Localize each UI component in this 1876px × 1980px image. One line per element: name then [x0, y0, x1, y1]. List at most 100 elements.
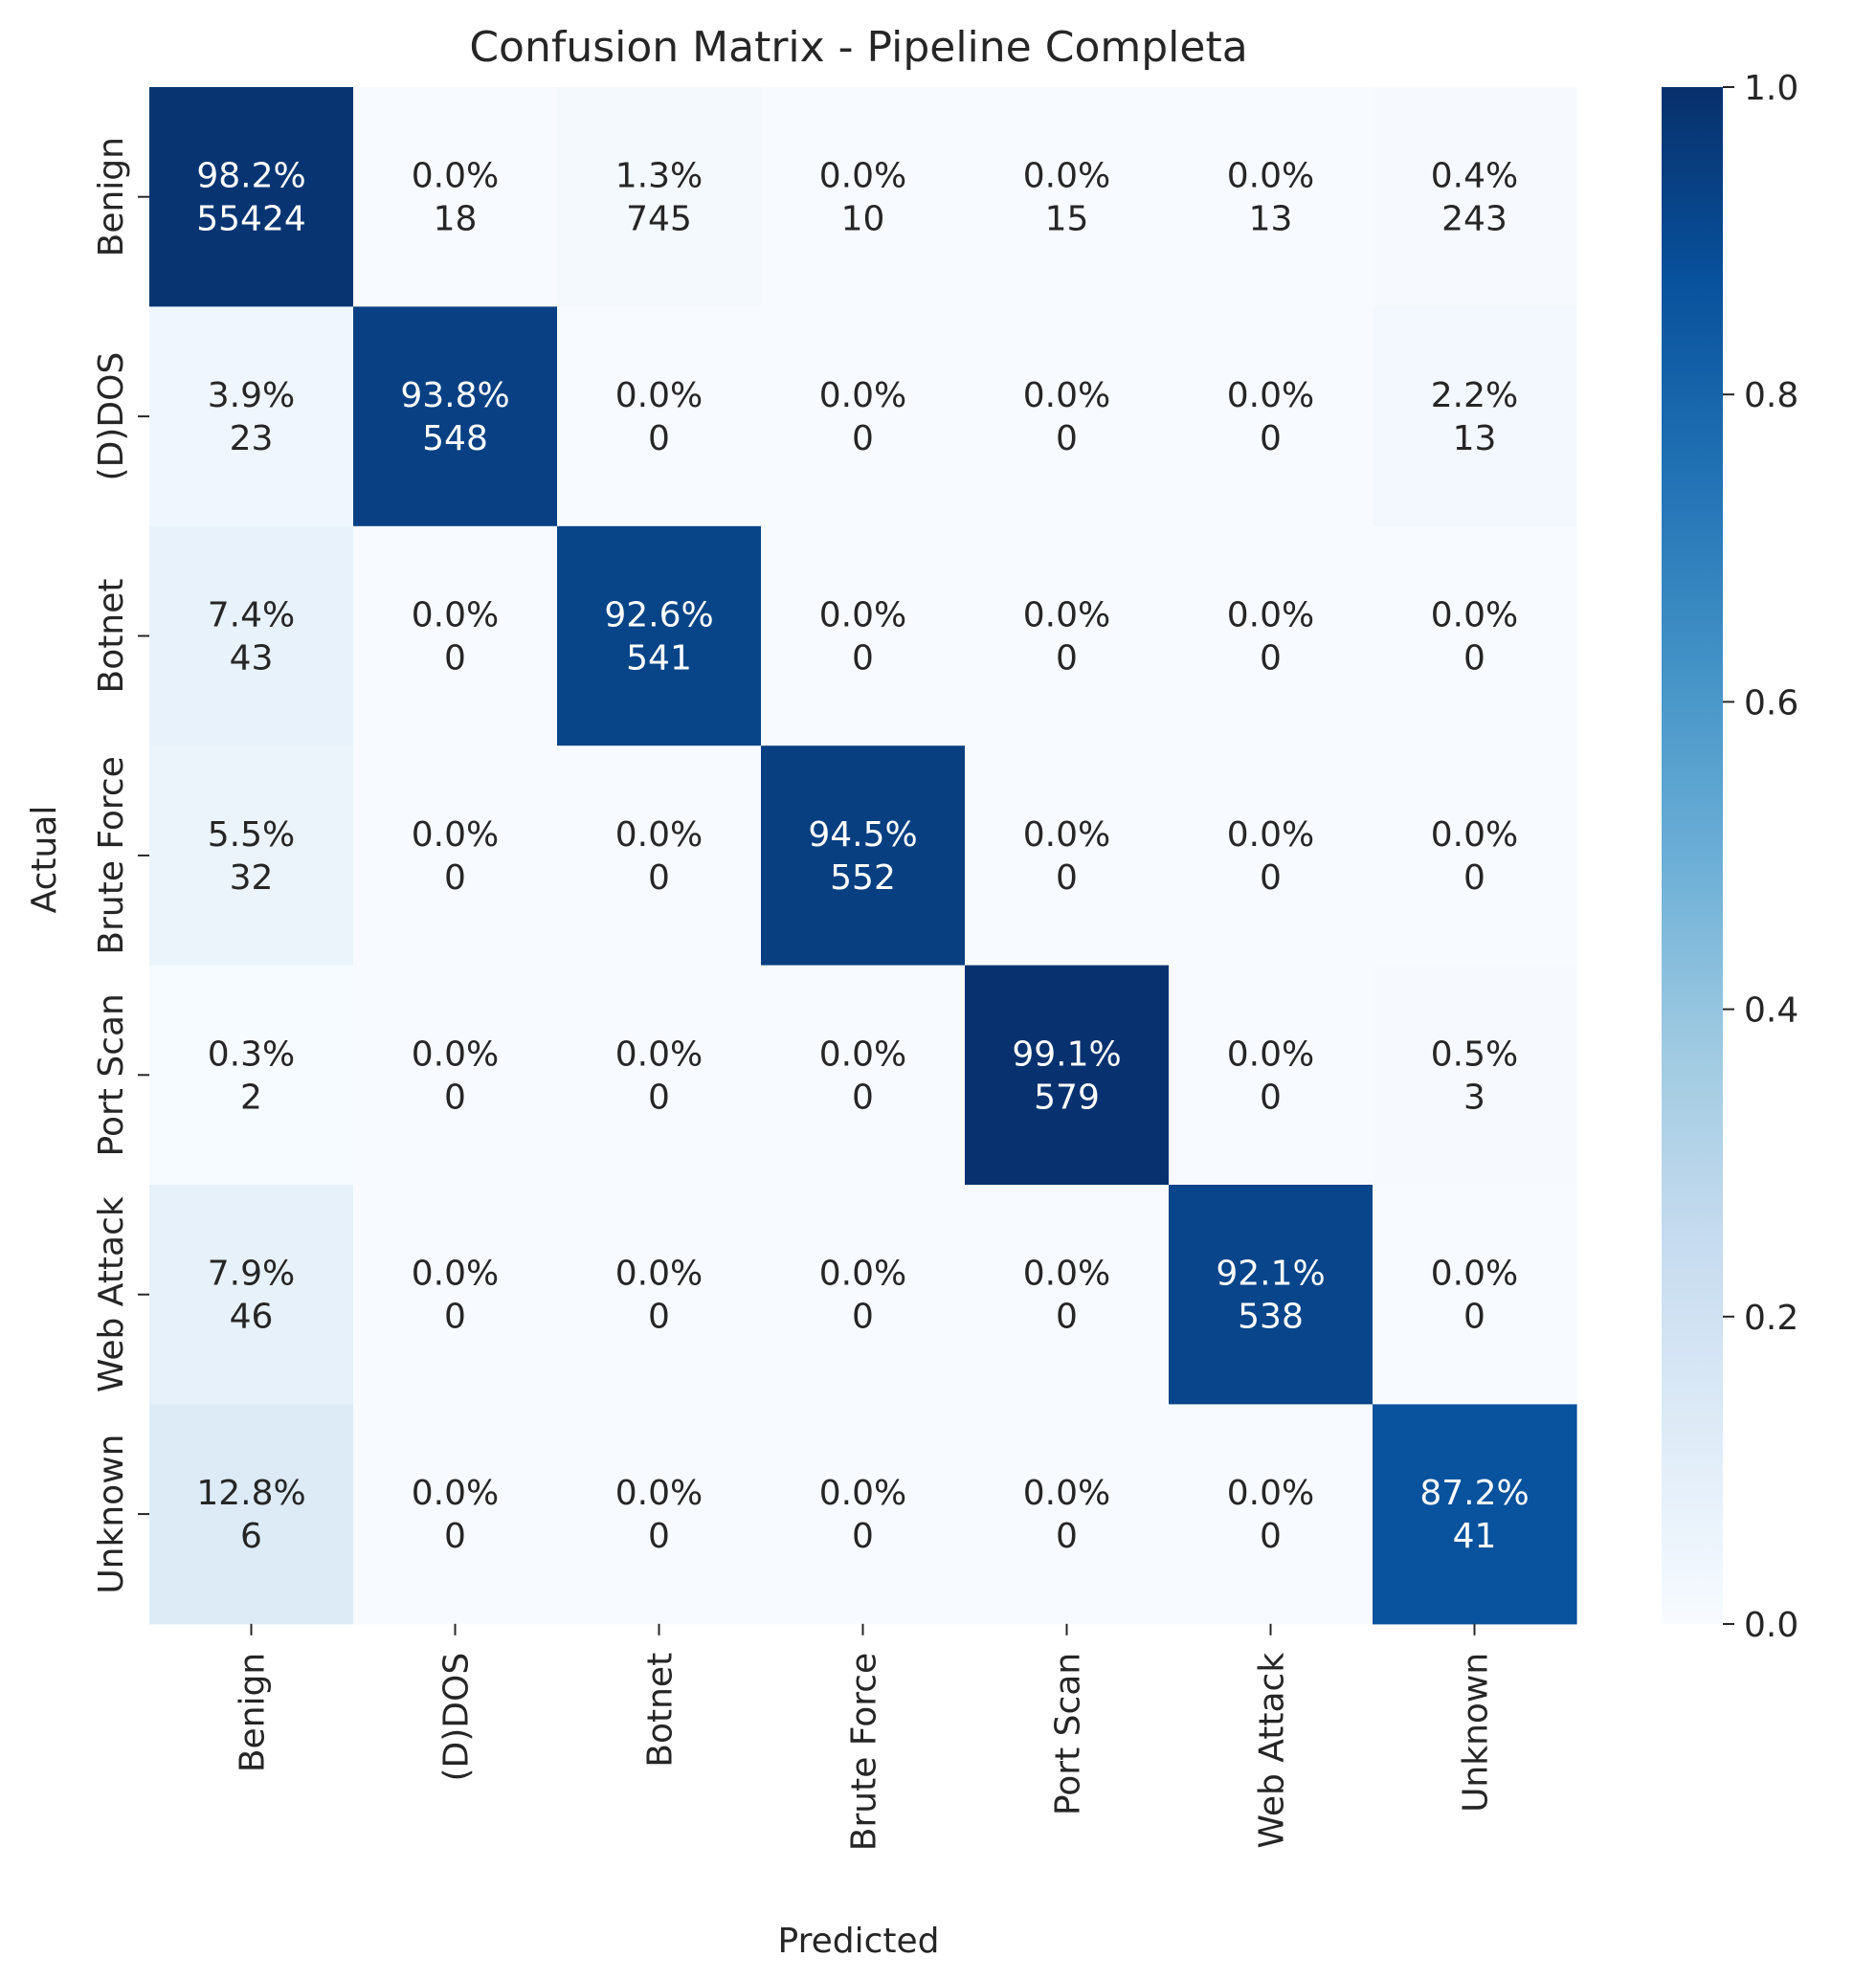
y-tick-label: Botnet [92, 579, 131, 694]
cell-percent-label: 1.3% [615, 157, 703, 196]
heatmap-cell [353, 1185, 558, 1405]
heatmap-cell [557, 1404, 762, 1625]
heatmap-cell [353, 525, 558, 746]
cell-percent-label: 0.0% [1227, 1474, 1314, 1513]
cell-count-label: 243 [1441, 200, 1508, 239]
cell-percent-label: 0.0% [819, 1474, 906, 1513]
cell-percent-label: 0.0% [615, 1255, 703, 1294]
cell-percent-label: 0.0% [1431, 1255, 1518, 1294]
cell-count-label: 0 [852, 1517, 874, 1556]
chart-title: Confusion Matrix - Pipeline Completa [469, 23, 1247, 72]
cell-count-label: 0 [852, 1078, 874, 1117]
cell-count-label: 0 [1463, 858, 1485, 898]
cell-percent-label: 0.0% [615, 1474, 703, 1513]
cell-percent-label: 0.0% [412, 596, 499, 635]
cell-percent-label: 0.0% [1227, 376, 1314, 415]
cell-count-label: 0 [648, 858, 670, 898]
y-tick-label: Port Scan [92, 993, 131, 1156]
cell-percent-label: 0.0% [615, 815, 703, 855]
cell-count-label: 538 [1238, 1298, 1304, 1337]
cell-count-label: 55424 [196, 200, 306, 239]
cell-count-label: 0 [648, 1298, 670, 1337]
cell-percent-label: 0.0% [819, 1034, 906, 1074]
cell-count-label: 18 [434, 200, 478, 239]
cell-count-label: 0 [444, 639, 466, 679]
heatmap-cell [761, 525, 966, 746]
cell-count-label: 0 [852, 419, 874, 458]
heatmap-cell [1373, 87, 1577, 307]
heatmap-cell [1169, 1185, 1374, 1405]
heatmap-cell [761, 306, 966, 527]
cell-percent-label: 2.2% [1431, 376, 1518, 415]
cell-percent-label: 0.0% [819, 1255, 906, 1294]
colorbar: 0.0 0.2 0.4 0.6 0.8 1.0 [1662, 69, 1798, 1645]
colorbar-tick-label: 0.4 [1744, 991, 1798, 1031]
heatmap-cell [353, 306, 558, 527]
cell-percent-label: 12.8% [196, 1474, 305, 1513]
heatmap-cell [149, 1185, 354, 1405]
heatmap-cell [557, 1185, 762, 1405]
heatmap-cell [965, 745, 1170, 967]
heatmap-cell [1169, 965, 1374, 1186]
heatmap-cell [557, 306, 762, 527]
cell-count-label: 0 [1056, 858, 1078, 898]
heatmap-cells: 98.2% 55424 0.0% 18 1.3% 745 0.0% 10 0.0% 15 0.0% 1… [149, 87, 1577, 1625]
y-tick-label: (D)DOS [92, 352, 131, 481]
cell-percent-label: 0.0% [1227, 596, 1314, 635]
y-axis-label: Actual [25, 806, 64, 914]
cell-percent-label: 0.0% [819, 376, 906, 415]
cell-percent-label: 0.0% [412, 1255, 499, 1294]
heatmap-cell [353, 1404, 558, 1625]
heatmap-cell [1169, 745, 1374, 967]
cell-count-label: 0 [444, 858, 466, 898]
cell-count-label: 32 [230, 858, 274, 898]
y-tick-label: Brute Force [92, 756, 131, 954]
x-axis-ticks: Benign (D)DOS Botnet Brute Force Port Scan We… [234, 1623, 1496, 1851]
heatmap-cell [1169, 525, 1374, 746]
cell-percent-label: 0.4% [1431, 157, 1518, 196]
heatmap-cell [965, 1185, 1170, 1405]
y-tick-label: Unknown [92, 1435, 131, 1594]
cell-count-label: 10 [841, 200, 885, 239]
colorbar-tick-label: 0.8 [1744, 376, 1798, 415]
heatmap-cell [1373, 965, 1577, 1186]
cell-count-label: 0 [1260, 639, 1282, 679]
heatmap-cell [149, 87, 354, 307]
cell-count-label: 23 [230, 419, 274, 458]
cell-count-label: 13 [1249, 200, 1293, 239]
heatmap-cell [965, 1404, 1170, 1625]
heatmap-cell [353, 745, 558, 967]
y-tick-label: Benign [92, 137, 131, 256]
cell-count-label: 41 [1453, 1517, 1497, 1556]
cell-percent-label: 98.2% [196, 157, 305, 196]
cell-count-label: 0 [1260, 858, 1282, 898]
cell-count-label: 0 [852, 1298, 874, 1337]
cell-percent-label: 0.3% [208, 1034, 295, 1074]
cell-percent-label: 7.4% [208, 596, 295, 635]
cell-percent-label: 3.9% [208, 376, 295, 415]
cell-percent-label: 0.0% [1023, 596, 1110, 635]
cell-count-label: 579 [1034, 1078, 1100, 1117]
cell-count-label: 0 [1056, 1517, 1078, 1556]
cell-count-label: 0 [852, 639, 874, 679]
cell-percent-label: 0.0% [1431, 815, 1518, 855]
heatmap-cell [761, 1404, 966, 1625]
cell-count-label: 43 [230, 639, 274, 679]
heatmap-cell [761, 745, 966, 967]
cell-percent-label: 0.0% [819, 157, 906, 196]
x-tick-label: Port Scan [1049, 1653, 1088, 1815]
heatmap-cell [149, 965, 354, 1186]
heatmap-cell [761, 87, 966, 307]
cell-count-label: 15 [1045, 200, 1089, 239]
cell-percent-label: 0.0% [412, 157, 499, 196]
cell-percent-label: 0.0% [1023, 815, 1110, 855]
cell-count-label: 6 [240, 1517, 262, 1556]
heatmap-cell [149, 745, 354, 967]
colorbar-tick-label: 0.0 [1744, 1606, 1798, 1645]
cell-count-label: 3 [1463, 1078, 1485, 1117]
cell-percent-label: 0.0% [1227, 815, 1314, 855]
x-tick-label: Unknown [1457, 1653, 1496, 1813]
cell-count-label: 0 [1463, 1298, 1485, 1337]
cell-count-label: 0 [444, 1298, 466, 1337]
